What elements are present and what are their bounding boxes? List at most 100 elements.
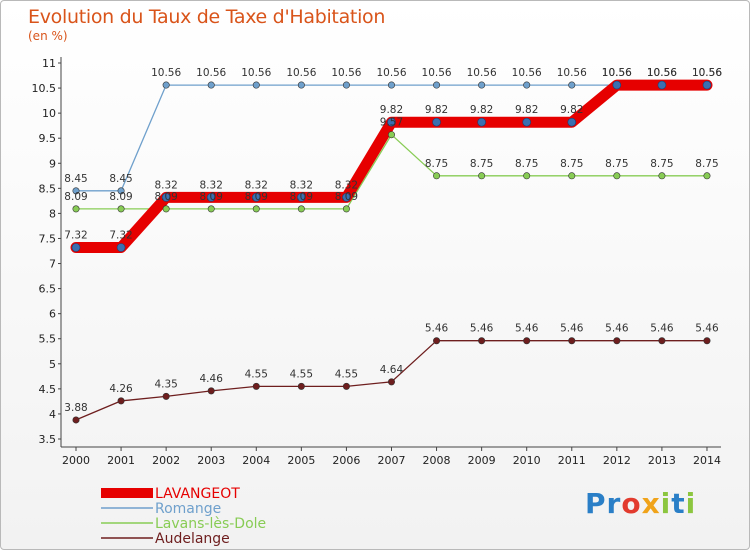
logo-letter: o bbox=[621, 487, 642, 520]
y-tick-label: 5.5 bbox=[39, 333, 57, 346]
logo-letter: r bbox=[606, 487, 622, 520]
chart-unit: (en %) bbox=[28, 29, 68, 43]
data-label: 9.57 bbox=[380, 117, 403, 129]
data-point bbox=[477, 117, 486, 127]
legend-label: Romange bbox=[155, 501, 221, 517]
data-point bbox=[297, 81, 305, 89]
data-point bbox=[523, 172, 531, 180]
legend-label: Audelange bbox=[155, 531, 230, 547]
data-label: 10.56 bbox=[602, 67, 632, 79]
data-point bbox=[207, 387, 215, 395]
data-point bbox=[162, 205, 170, 213]
data-point bbox=[658, 337, 666, 345]
data-point bbox=[387, 81, 395, 89]
data-label: 8.09 bbox=[200, 191, 223, 203]
data-point bbox=[252, 81, 260, 89]
data-label: 10.56 bbox=[647, 67, 677, 79]
data-point bbox=[432, 117, 441, 127]
data-point bbox=[522, 117, 532, 127]
x-tick-label: 2014 bbox=[693, 454, 721, 467]
y-tick-label: 8.5 bbox=[39, 182, 57, 195]
data-label: 8.09 bbox=[335, 191, 358, 203]
data-point bbox=[387, 117, 396, 127]
y-tick-label: 8 bbox=[49, 207, 56, 220]
x-tick-label: 2010 bbox=[513, 454, 541, 467]
data-point bbox=[71, 243, 81, 252]
data-point bbox=[116, 243, 126, 252]
data-point bbox=[567, 117, 577, 127]
data-point bbox=[433, 337, 441, 345]
logo-letter: i bbox=[660, 487, 672, 520]
data-label: 8.32 bbox=[335, 179, 358, 191]
x-tick-label: 2013 bbox=[648, 454, 676, 467]
data-point bbox=[433, 81, 441, 89]
data-point bbox=[342, 205, 350, 213]
data-point bbox=[523, 81, 531, 89]
data-label: 4.64 bbox=[380, 364, 404, 376]
y-tick-label: 9.5 bbox=[39, 132, 57, 145]
data-point bbox=[658, 172, 666, 180]
y-tick-label: 10.5 bbox=[32, 82, 57, 95]
logo-letter: i bbox=[685, 487, 697, 520]
data-point bbox=[162, 392, 170, 400]
data-label: 3.88 bbox=[64, 402, 87, 414]
data-label: 9.82 bbox=[515, 104, 538, 116]
y-tick-label: 5 bbox=[49, 358, 56, 371]
y-tick-label: 6.5 bbox=[39, 283, 57, 296]
data-label: 8.75 bbox=[695, 158, 718, 170]
data-point bbox=[523, 337, 531, 345]
data-label: 4.55 bbox=[290, 368, 313, 380]
data-point bbox=[342, 193, 351, 202]
data-point bbox=[613, 172, 621, 180]
data-label: 4.26 bbox=[109, 383, 133, 395]
data-point bbox=[72, 187, 80, 195]
data-point bbox=[117, 397, 125, 405]
data-label: 10.56 bbox=[286, 67, 316, 79]
data-point bbox=[613, 337, 621, 345]
data-point bbox=[252, 205, 260, 213]
data-point bbox=[703, 337, 711, 345]
proxiti-logo: Proxiti bbox=[585, 487, 696, 520]
data-point bbox=[568, 337, 576, 345]
data-label: 10.56 bbox=[331, 67, 361, 79]
data-label: 9.82 bbox=[425, 104, 448, 116]
data-point bbox=[297, 382, 305, 390]
data-label: 4.35 bbox=[154, 378, 177, 390]
y-tick-label: 11 bbox=[42, 57, 56, 70]
data-label: 10.56 bbox=[647, 67, 677, 79]
data-point bbox=[478, 81, 486, 89]
data-label: 8.32 bbox=[200, 179, 223, 191]
data-label: 8.75 bbox=[470, 158, 493, 170]
y-tick-label: 4.5 bbox=[39, 383, 57, 396]
y-tick-label: 3.5 bbox=[39, 433, 57, 446]
data-point bbox=[206, 193, 216, 202]
data-label: 5.46 bbox=[650, 323, 674, 335]
data-label: 10.56 bbox=[512, 67, 542, 79]
x-tick-label: 2011 bbox=[558, 454, 586, 467]
data-label: 5.46 bbox=[515, 323, 539, 335]
data-point bbox=[297, 193, 306, 202]
data-point bbox=[117, 187, 125, 195]
data-point bbox=[702, 80, 712, 90]
data-label: 4.55 bbox=[245, 368, 268, 380]
data-point bbox=[72, 416, 80, 424]
data-label: 10.56 bbox=[467, 67, 497, 79]
chart-title: Evolution du Taux de Taxe d'Habitation bbox=[28, 6, 386, 28]
data-label: 8.75 bbox=[560, 158, 583, 170]
data-label: 10.56 bbox=[557, 67, 587, 79]
data-label: 8.32 bbox=[154, 179, 177, 191]
data-label: 7.32 bbox=[109, 229, 132, 241]
data-label: 9.82 bbox=[470, 104, 493, 116]
data-label: 8.75 bbox=[515, 158, 538, 170]
data-label: 7.32 bbox=[64, 229, 87, 241]
data-label: 8.09 bbox=[245, 191, 268, 203]
x-tick-label: 2000 bbox=[62, 454, 90, 467]
data-label: 9.82 bbox=[380, 104, 403, 116]
legend-label: Lavans-lès-Dole bbox=[155, 516, 266, 532]
data-label: 8.09 bbox=[290, 191, 313, 203]
data-point bbox=[568, 172, 576, 180]
y-tick-label: 6 bbox=[49, 308, 56, 321]
logo-letter: P bbox=[585, 487, 607, 520]
